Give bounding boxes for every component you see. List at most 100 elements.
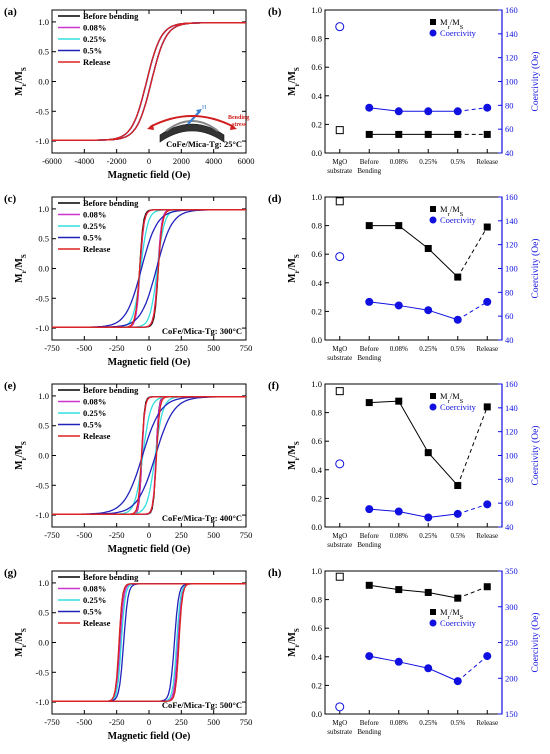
y2-tick-label: 40	[505, 522, 514, 532]
legend-mr-label-part: /M	[450, 17, 460, 27]
hc-point	[483, 500, 492, 509]
loop-ascending-4	[52, 396, 246, 515]
y2-tick-label: 300	[505, 602, 518, 612]
mr-point	[424, 588, 432, 596]
x-tick-label: -750	[44, 343, 60, 353]
y-axis-label-part: r	[20, 83, 28, 86]
legend-mr-marker	[430, 19, 436, 25]
y-tick-label: 0.2	[311, 680, 322, 690]
loop-descending-1	[52, 22, 246, 141]
y-axis-label-part: /M	[14, 632, 25, 646]
y-axis-label-part: S	[20, 254, 28, 258]
y-axis-label: Mr/MS	[14, 254, 28, 283]
legend: Before bending 0.08%0.25% 0.5%Release	[58, 385, 139, 441]
legend-mr-label: Mr/MS	[440, 17, 464, 31]
category-label: Release	[476, 345, 498, 353]
y2-axis-label: Coercivity (Oe)	[530, 613, 541, 673]
x-tick-label: -500	[77, 717, 93, 727]
y-axis-label-part: M	[14, 460, 25, 470]
category-label-line: 0.5%	[450, 158, 465, 166]
hc-point	[424, 306, 433, 315]
legend-mr-label-part: /M	[450, 204, 460, 214]
x-tick-label: -6000	[42, 156, 62, 166]
y-axis-label: Mr/MS	[287, 441, 301, 470]
legend-mr-marker	[430, 206, 436, 212]
y-tick-label: 0.5	[38, 234, 49, 244]
category-label: MgO substrate	[327, 345, 352, 362]
category-label-line: Bending	[357, 541, 381, 549]
category-label-line: Before	[360, 345, 379, 353]
y-tick-label: 0.0	[311, 709, 322, 719]
legend-entry: Release	[83, 57, 111, 67]
x-tick-label: 750	[240, 343, 253, 353]
y-axis-label-part: /M	[287, 445, 298, 459]
mr-point	[483, 130, 491, 138]
y-axis-label-part: M	[14, 647, 25, 657]
category-label-line: 0.08%	[390, 719, 408, 727]
stress-arrow	[149, 115, 235, 128]
y-tick-label: 0.2	[311, 119, 322, 129]
legend-entry: 0.5%	[83, 46, 102, 56]
y2-tick-label: 120	[505, 53, 518, 63]
y-tick-label: 0.2	[311, 306, 322, 316]
mr-point	[424, 130, 432, 138]
loop-descending-3	[52, 583, 246, 702]
loops	[52, 209, 246, 328]
x-tick-label: -500	[77, 530, 93, 540]
hc-point	[424, 107, 433, 116]
hysteresis-panel-a: -6000 -4000 -2000 0 2000 4000 6000 -1.0 -0.5 0.0 0…	[4, 6, 255, 181]
category-label-line: 0.25%	[419, 532, 437, 540]
loop-ascending-1	[52, 583, 246, 702]
y-tick-label: 1.0	[38, 204, 49, 214]
y-axis-label-part: r	[293, 270, 301, 273]
panel-label: (g)	[4, 567, 17, 579]
y2-tick-label: 80	[505, 287, 514, 297]
mr-point	[424, 449, 432, 457]
hc-point	[453, 677, 462, 686]
loop-ascending-2	[52, 209, 246, 328]
mr-line	[369, 400, 459, 486]
hc-point	[483, 103, 492, 112]
y-axis-label-part: /M	[287, 258, 298, 272]
category-label: 0.25%	[419, 532, 437, 540]
category-label: 0.5%	[450, 532, 465, 540]
legend-entry: Before bending	[83, 198, 139, 208]
hc-point-open	[335, 252, 345, 262]
mr-point	[365, 399, 373, 407]
loop-descending-2	[52, 22, 246, 141]
loop-descending-0	[52, 209, 246, 328]
y-tick-label: 1.0	[311, 379, 322, 389]
legend-mr-label-part: M	[440, 204, 448, 214]
plot-frame	[51, 196, 247, 341]
x-tick-label: 250	[175, 343, 188, 353]
hc-point	[365, 297, 374, 306]
x-tick-label: -4000	[74, 156, 94, 166]
y2-tick-label: 100	[505, 264, 518, 274]
y2-tick-label: 120	[505, 427, 518, 437]
category-label: 0.25%	[419, 345, 437, 353]
category-label-line: Bending	[357, 167, 381, 175]
mr-point	[483, 583, 491, 591]
category-label: 0.5%	[450, 345, 465, 353]
category-label: MgO substrate	[327, 158, 352, 175]
legend-entry: Release	[83, 618, 111, 628]
x-tick-label: -2000	[107, 156, 127, 166]
category-label-line: 0.08%	[390, 158, 408, 166]
x-tick-label: 6000	[238, 156, 255, 166]
hc-point	[394, 507, 403, 516]
y2-tick-label: 140	[505, 403, 518, 413]
loop-ascending-0	[52, 583, 246, 702]
category-label-line: 0.5%	[450, 532, 465, 540]
y2-tick-label: 140	[505, 29, 518, 39]
legend-hc-label: Coercivity	[440, 215, 477, 225]
legend: Before bending 0.08%0.25% 0.5%Release	[58, 572, 139, 628]
y2-tick-label: 40	[505, 148, 514, 158]
x-tick-label: 0	[147, 717, 151, 727]
mr-point-open	[335, 572, 344, 581]
legend-mr-label-part: /M	[450, 391, 460, 401]
x-axis-label: Magnetic field (Oe)	[108, 357, 191, 368]
legend-entry: 0.08%	[83, 210, 106, 220]
x-tick-label: 750	[240, 530, 253, 540]
